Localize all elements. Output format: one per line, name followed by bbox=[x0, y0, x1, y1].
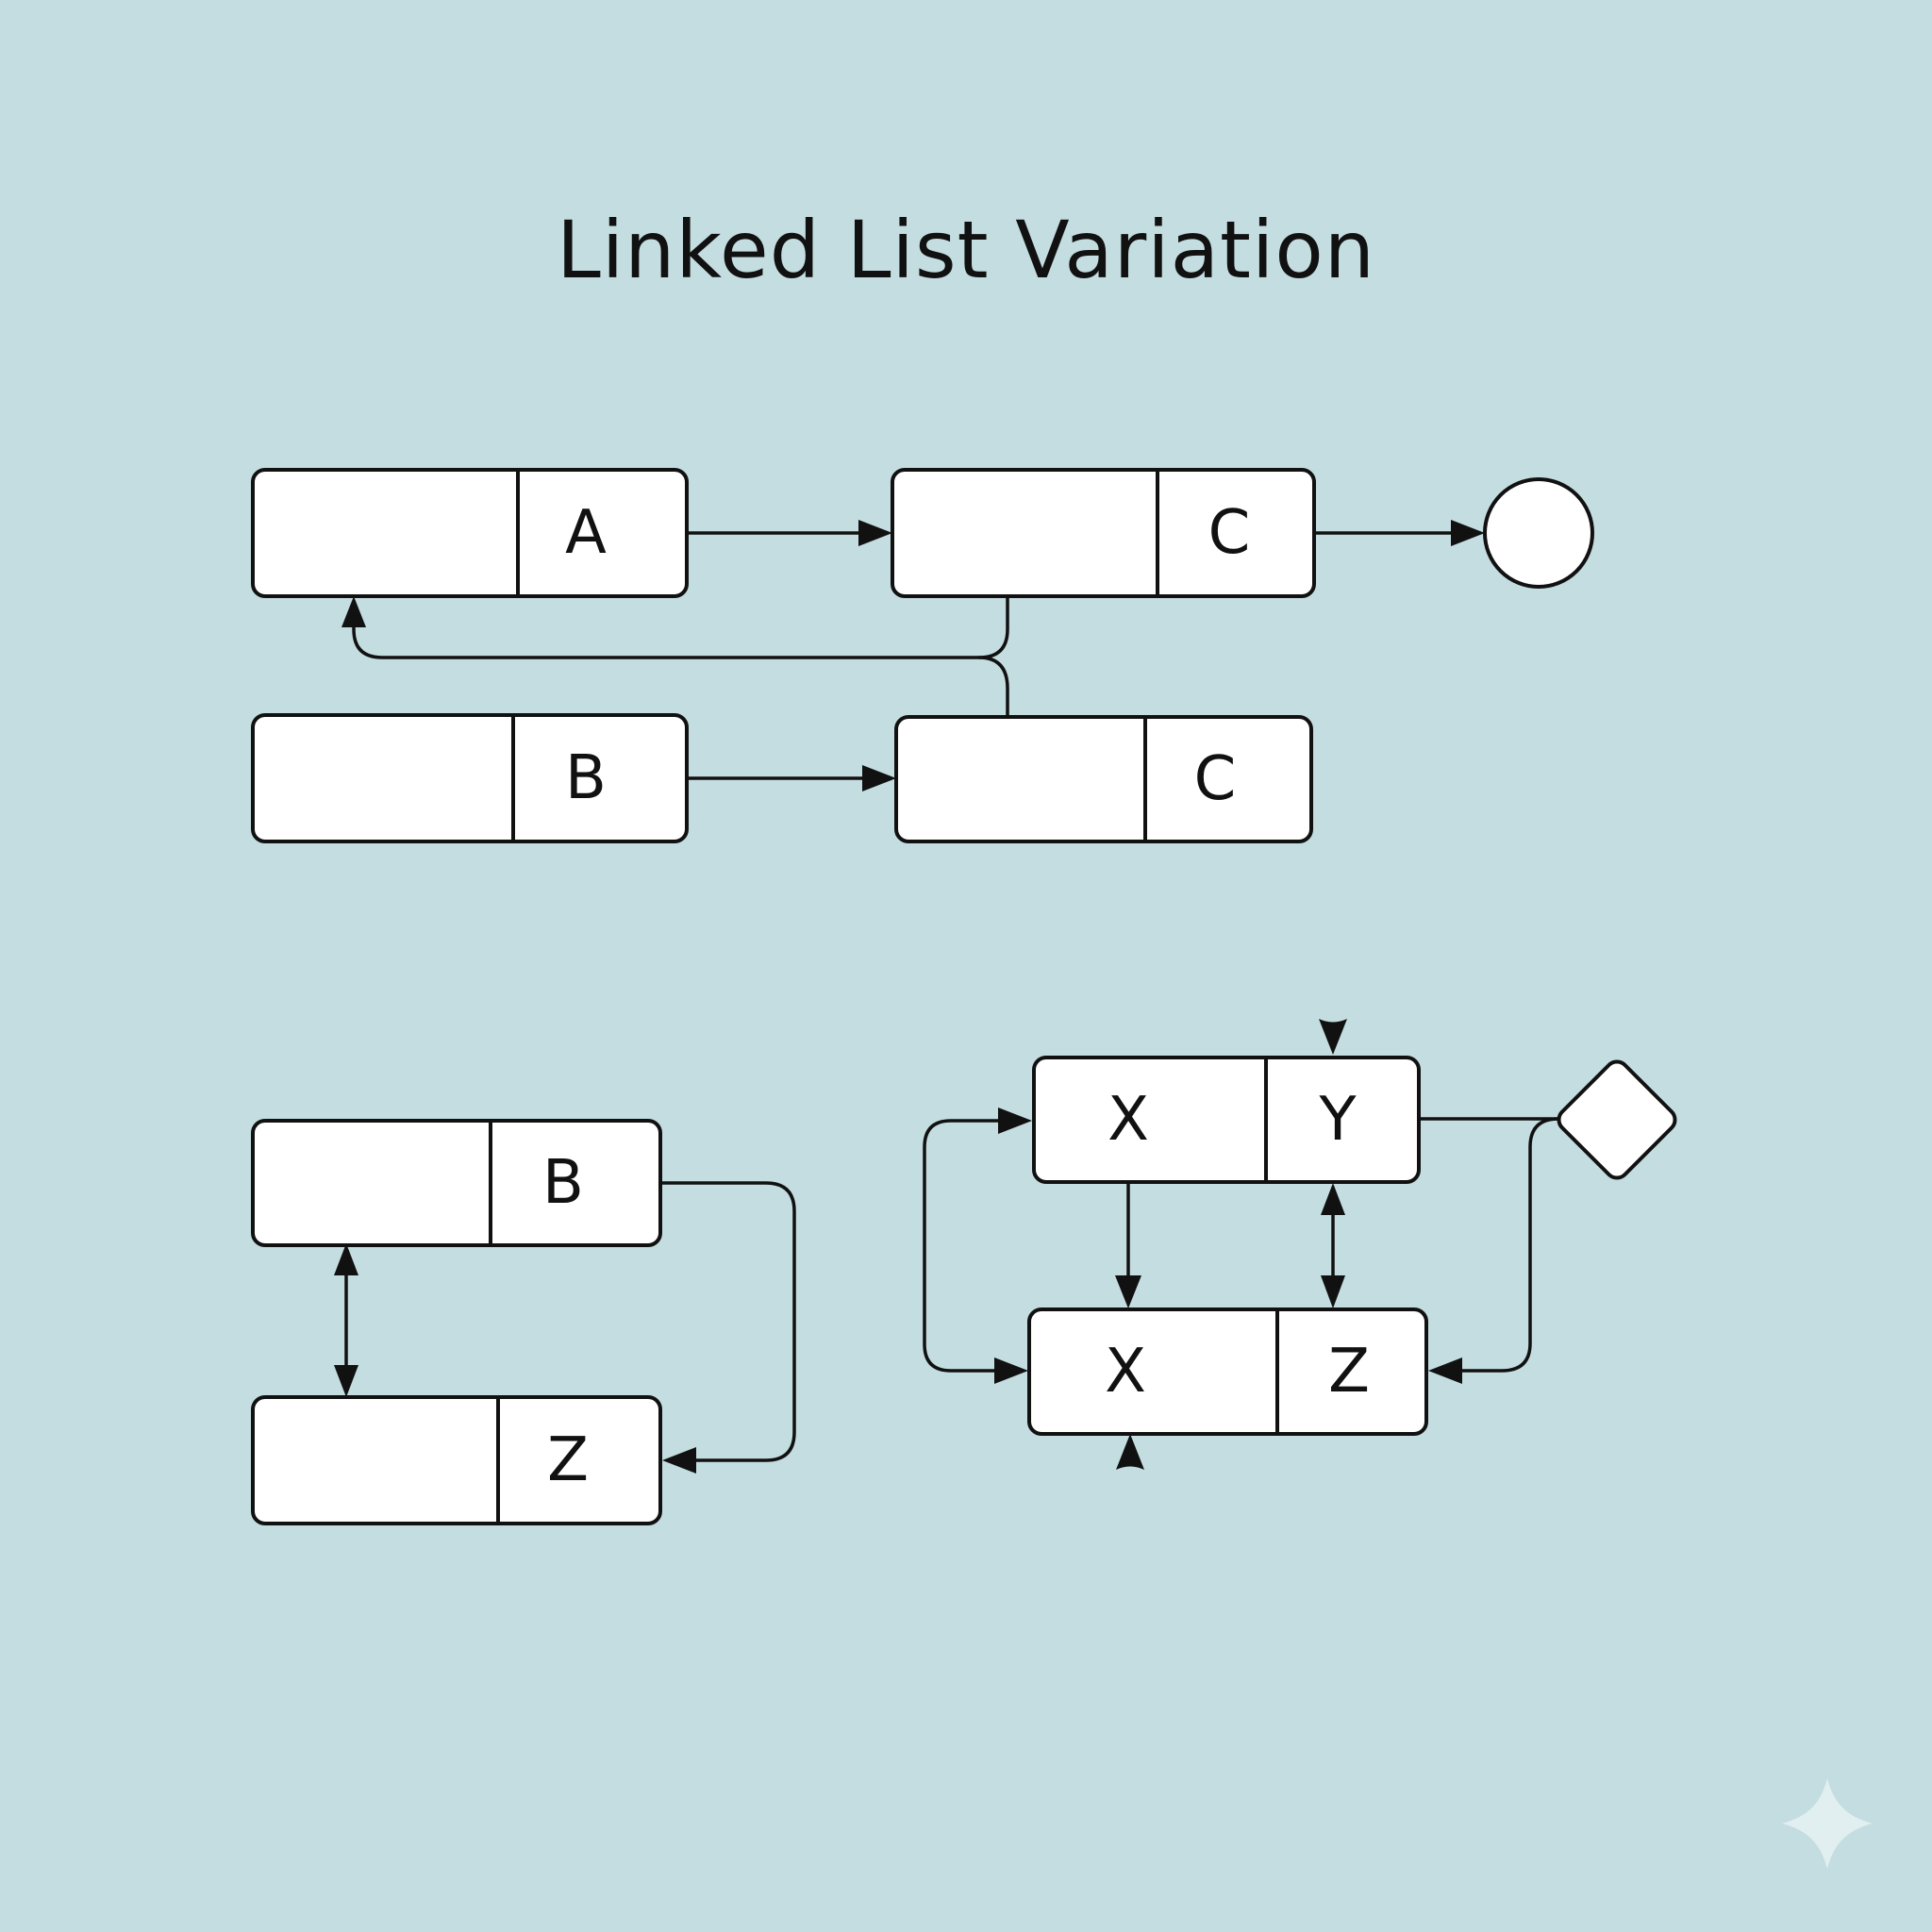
node-b-upper-label: B bbox=[565, 743, 607, 813]
diagram-title: Linked List Variation bbox=[557, 204, 1375, 296]
edge-right-loop bbox=[1417, 1117, 1560, 1384]
node-xy-right-label: Y bbox=[1318, 1085, 1357, 1155]
edge-c-back-to-a bbox=[341, 594, 1009, 719]
sparkle-watermark-icon bbox=[1782, 1778, 1873, 1869]
node-xy-left-label: X bbox=[1108, 1085, 1149, 1155]
node-z-lower-left-label: Z bbox=[547, 1425, 589, 1495]
decision-diamond bbox=[1557, 1059, 1677, 1180]
node-c-top: C bbox=[891, 468, 1316, 598]
edge-a-to-c bbox=[685, 520, 892, 546]
edge-b-loop-to-z bbox=[658, 1181, 796, 1474]
node-xz: X Z bbox=[1027, 1307, 1428, 1436]
edge-b-to-c bbox=[685, 765, 896, 791]
node-c-second: C bbox=[894, 715, 1313, 843]
edge-c-to-null bbox=[1312, 520, 1485, 546]
node-z-lower-left: Z bbox=[251, 1395, 662, 1525]
node-xz-left-label: X bbox=[1105, 1337, 1146, 1407]
node-c-second-label: C bbox=[1194, 744, 1237, 814]
edge-b-z-bidirectional bbox=[334, 1243, 358, 1397]
edge-into-xy-top bbox=[1319, 1019, 1347, 1055]
node-a-label: A bbox=[565, 498, 607, 568]
null-terminator-circle bbox=[1483, 477, 1594, 589]
node-b-lower: B bbox=[251, 1119, 662, 1247]
node-b-upper: B bbox=[251, 713, 689, 843]
edge-into-xz-bottom bbox=[1116, 1434, 1144, 1470]
edge-y-z-bidirectional bbox=[1321, 1183, 1345, 1308]
node-b-lower-label: B bbox=[542, 1148, 584, 1218]
edge-xy-to-xz bbox=[1115, 1181, 1141, 1308]
node-c-top-label: C bbox=[1208, 498, 1251, 568]
node-a: A bbox=[251, 468, 689, 598]
edge-left-loop bbox=[923, 1108, 1032, 1384]
node-xz-right-label: Z bbox=[1328, 1337, 1370, 1407]
node-xy: X Y bbox=[1032, 1056, 1421, 1184]
